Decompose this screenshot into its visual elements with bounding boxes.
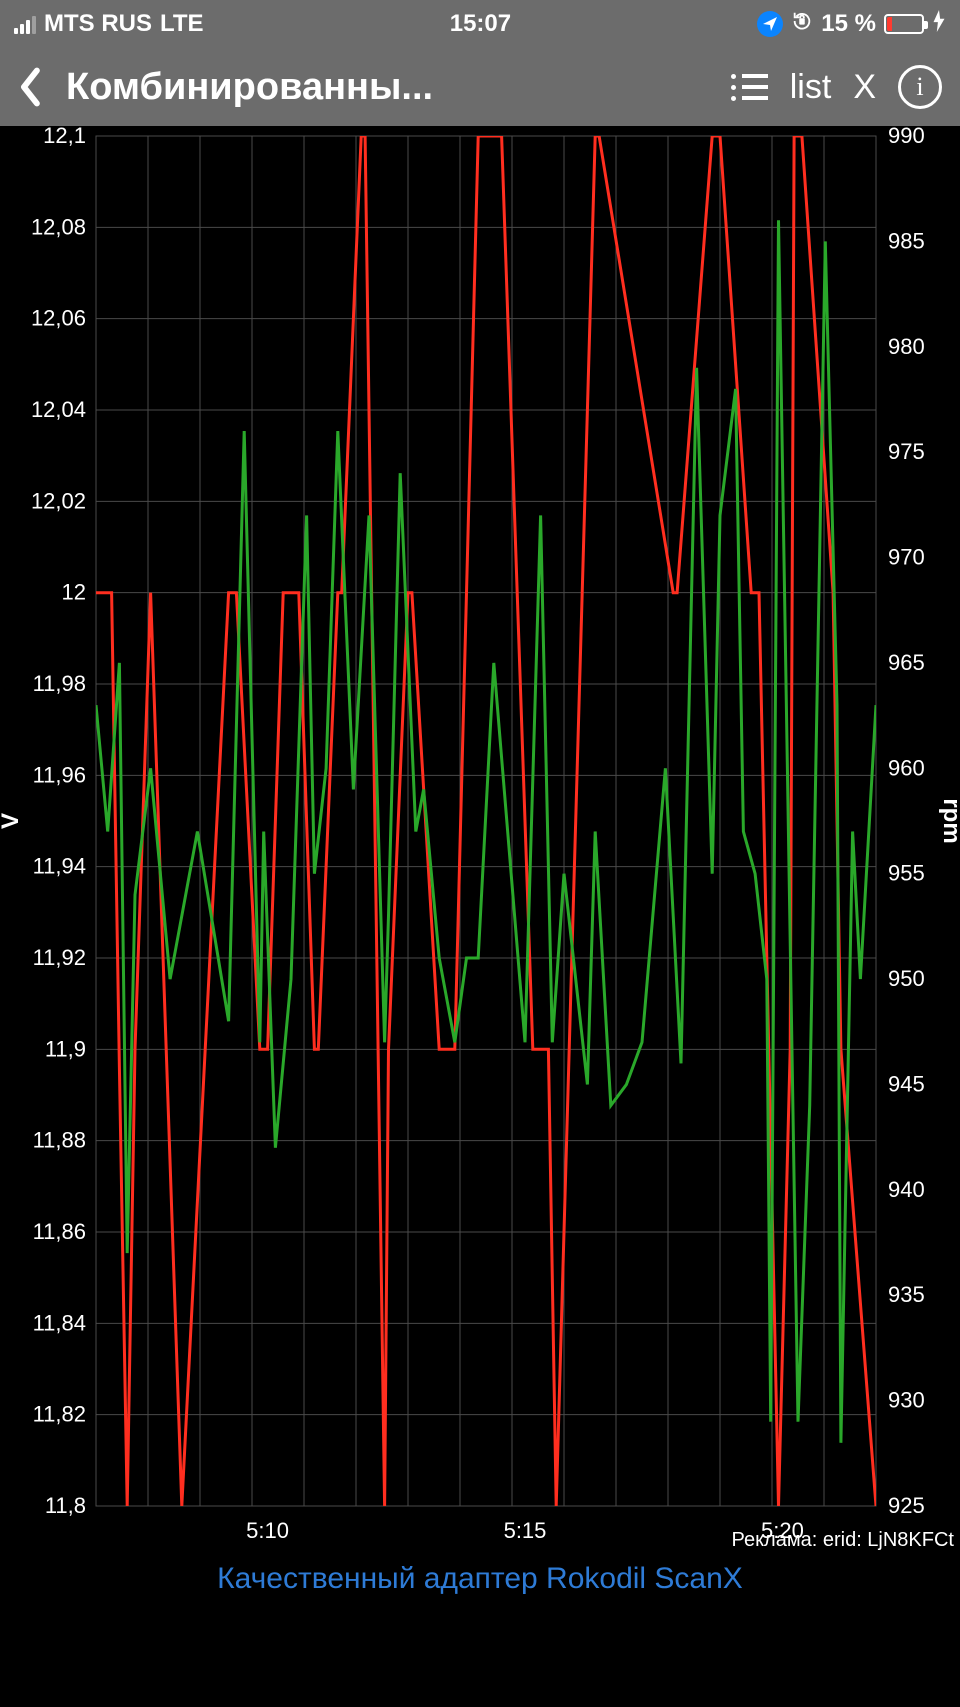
svg-text:12,06: 12,06 (31, 306, 86, 331)
svg-text:940: 940 (888, 1177, 925, 1202)
ad-disclaimer: Реклама: erid: LjN8KFCt (726, 1529, 960, 1552)
location-icon (757, 11, 783, 37)
svg-text:11,82: 11,82 (33, 1402, 86, 1427)
svg-text:11,8: 11,8 (45, 1493, 86, 1518)
svg-text:950: 950 (888, 966, 925, 991)
carrier-label: MTS RUS (44, 10, 152, 38)
svg-text:11,92: 11,92 (33, 945, 86, 970)
chart-container: 12,1 12,08 12,06 12,04 12,02 12 11,98 11,96 11,9… (0, 126, 960, 1606)
info-button[interactable]: i (898, 65, 942, 109)
close-button[interactable]: X (853, 68, 876, 107)
svg-text:970: 970 (888, 545, 925, 570)
signal-icon (14, 14, 36, 34)
status-left: MTS RUS LTE (14, 10, 204, 38)
svg-text:11,9: 11,9 (45, 1036, 86, 1061)
svg-text:12,04: 12,04 (31, 397, 86, 422)
svg-text:980: 980 (888, 334, 925, 359)
network-label: LTE (160, 10, 204, 38)
svg-text:985: 985 (888, 228, 925, 253)
svg-text:930: 930 (888, 1388, 925, 1413)
svg-text:V: V (0, 813, 24, 829)
svg-text:11,88: 11,88 (33, 1128, 86, 1153)
info-icon: i (898, 65, 942, 109)
ad-link[interactable]: Качественный адаптер Rokodil ScanX (0, 1562, 960, 1596)
svg-text:925: 925 (888, 1493, 925, 1518)
status-right: 15 % (757, 10, 946, 39)
back-button[interactable] (18, 67, 44, 107)
list-view-button[interactable] (731, 74, 768, 101)
svg-text:935: 935 (888, 1282, 925, 1307)
svg-text:11,94: 11,94 (33, 854, 86, 879)
svg-text:11,84: 11,84 (33, 1310, 86, 1335)
svg-text:11,98: 11,98 (33, 671, 86, 696)
svg-text:5:15: 5:15 (504, 1518, 547, 1543)
svg-text:960: 960 (888, 755, 925, 780)
clock: 15:07 (450, 10, 511, 38)
page-title: Комбинированны... (66, 66, 709, 109)
battery-fill (887, 17, 892, 31)
nav-bar: Комбинированны... list X i (0, 48, 960, 126)
svg-text:955: 955 (888, 861, 925, 886)
status-bar: MTS RUS LTE 15:07 15 % (0, 0, 960, 48)
charging-icon (932, 10, 946, 39)
orientation-lock-icon (791, 10, 813, 39)
svg-text:12,02: 12,02 (31, 488, 86, 513)
svg-text:11,96: 11,96 (33, 762, 86, 787)
svg-text:12: 12 (62, 580, 86, 605)
svg-text:975: 975 (888, 439, 925, 464)
svg-text:12,1: 12,1 (43, 126, 86, 148)
combined-chart: 12,1 12,08 12,06 12,04 12,02 12 11,98 11,96 11,9… (0, 126, 960, 1606)
svg-text:rpm: rpm (938, 798, 960, 843)
list-label-button[interactable]: list (790, 68, 832, 107)
svg-text:11,86: 11,86 (33, 1219, 86, 1244)
svg-text:965: 965 (888, 650, 925, 675)
svg-text:990: 990 (888, 126, 925, 148)
battery-pct: 15 % (821, 10, 876, 38)
svg-text:5:10: 5:10 (246, 1518, 289, 1543)
svg-text:945: 945 (888, 1071, 925, 1096)
svg-text:12,08: 12,08 (31, 214, 86, 239)
battery-icon (884, 14, 924, 34)
list-icon (731, 74, 768, 101)
